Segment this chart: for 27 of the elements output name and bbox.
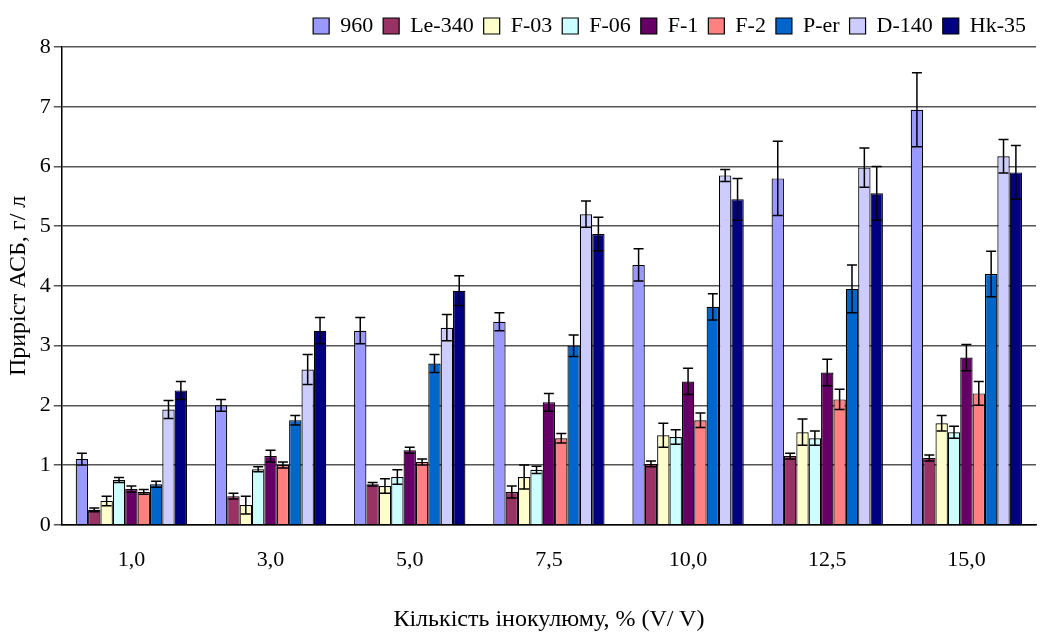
y-tick-label: 5 (39, 211, 51, 237)
y-tick-label: 3 (39, 331, 51, 357)
x-tick-label: 12,5 (807, 545, 847, 571)
y-tick-label: 4 (39, 271, 51, 297)
legend-label: Hk-35 (969, 11, 1026, 37)
y-tick-label: 0 (39, 510, 51, 536)
x-tick-label: 5,0 (395, 545, 424, 571)
x-tick-label: 7,5 (535, 545, 563, 571)
x-tick-label: 1,0 (117, 545, 146, 571)
x-axis-title: Кількість інокулюму, % (V/ V) (393, 604, 705, 631)
legend-label: P-er (802, 11, 841, 37)
legend-label: D-140 (876, 11, 933, 37)
legend-label: 960 (340, 11, 374, 37)
x-tick-label: 15,0 (947, 545, 986, 571)
legend-label: F-2 (735, 11, 766, 37)
legend-label: F-03 (510, 11, 553, 37)
x-tick-label: 10,0 (668, 545, 708, 571)
x-tick-label: 3,0 (256, 545, 285, 571)
legend-label: Le-340 (410, 11, 474, 37)
y-tick-label: 2 (39, 391, 51, 417)
y-axis-title: Приріст АСБ, г/ л (3, 195, 30, 377)
y-tick-label: 6 (39, 152, 51, 178)
legend-label: F-1 (667, 11, 699, 37)
y-tick-label: 7 (39, 92, 51, 118)
y-tick-label: 8 (39, 32, 51, 58)
y-tick-label: 1 (39, 450, 51, 476)
legend-label: F-06 (589, 11, 631, 37)
